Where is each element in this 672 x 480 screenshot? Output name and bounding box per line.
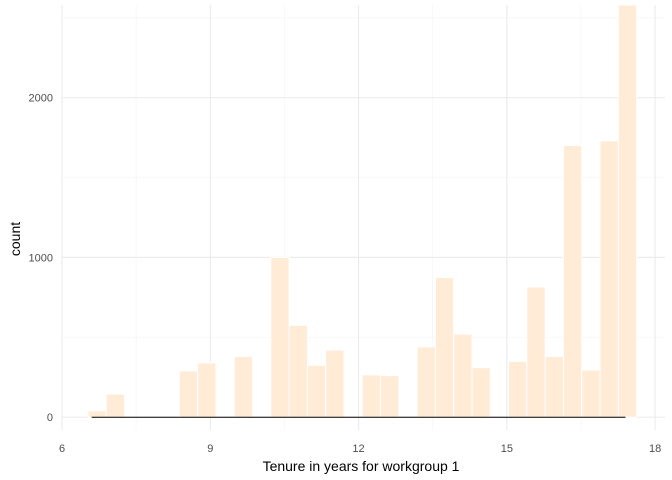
histogram-bar [471,367,491,418]
histogram-bar [453,333,473,418]
x-axis-title: Tenure in years for workgroup 1 [263,458,460,474]
y-axis-tick-labels: 0 1000 2000 [29,93,53,425]
histogram-bar [508,360,528,418]
histogram-bar [270,256,290,418]
histogram-bar [197,362,217,418]
y-axis-title: count [7,222,23,256]
histogram-bar [325,349,345,418]
histogram-bar [544,356,564,418]
histogram-bar [288,324,308,418]
histogram-bar [526,286,546,418]
histogram-bar [87,410,107,418]
x-tick-label: 9 [207,443,213,455]
histogram-bar [306,364,327,418]
histogram-bar [105,393,126,418]
histogram-bars [87,4,638,418]
histogram-bar [599,140,619,418]
histogram-bar [233,356,254,418]
x-tick-label: 15 [501,443,513,455]
y-tick-label: 2000 [29,93,53,105]
histogram-bar [562,145,583,418]
x-axis-tick-labels: 6 9 12 15 18 [59,443,661,455]
x-tick-label: 18 [649,443,661,455]
x-tick-label: 6 [59,443,65,455]
histogram-bar [617,4,638,418]
histogram-bar [361,374,382,418]
y-tick-label: 1000 [29,252,53,264]
histogram-bar [434,276,455,418]
x-tick-label: 12 [352,443,364,455]
histogram-bar [380,375,400,418]
histogram-bar [178,370,199,418]
histogram-bar [581,369,601,418]
histogram-bar [416,346,436,418]
y-tick-label: 0 [47,412,53,424]
